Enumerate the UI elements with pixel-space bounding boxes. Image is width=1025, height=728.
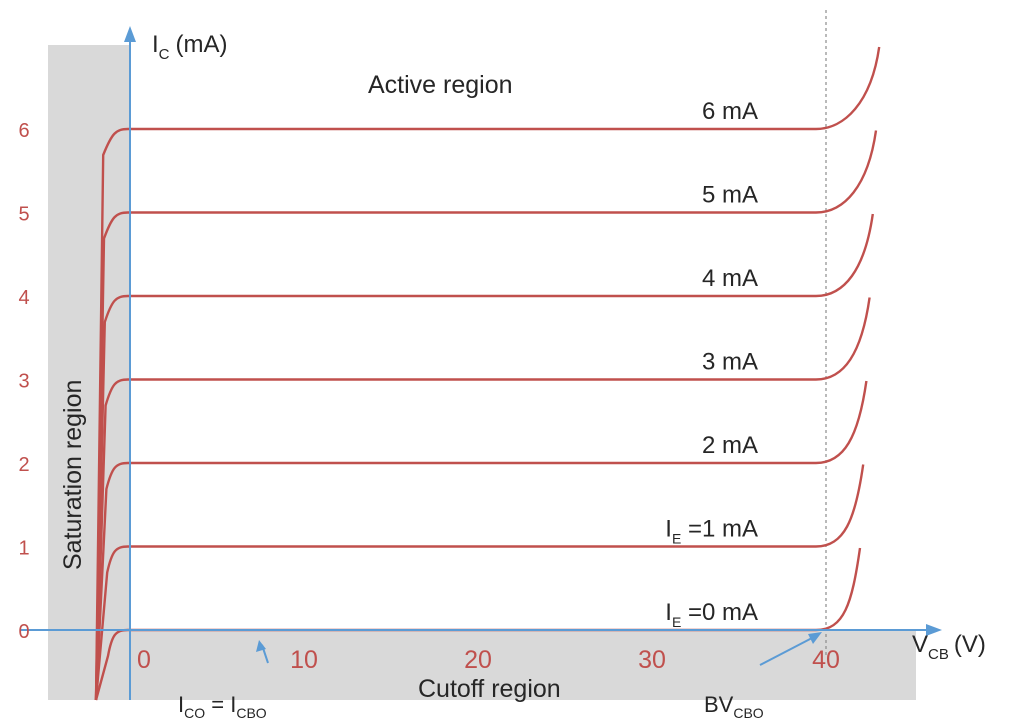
x-tick-30: 30 (638, 646, 666, 674)
series-label-6: 6 mA (702, 98, 758, 125)
curve-ie-3 (94, 297, 871, 701)
series-label-1: IE =1 mA (665, 516, 758, 547)
x-tick-20: 20 (464, 646, 492, 674)
x-tick-10: 10 (290, 646, 318, 674)
x-axis-arrow (926, 624, 942, 636)
series-label-2: 2 mA (702, 432, 758, 459)
bvcbo-arrow (759, 637, 813, 666)
saturation-region (48, 45, 130, 700)
curve-ie-5 (94, 130, 878, 701)
y-tick-0: 0 (18, 621, 29, 643)
curve-ie-4 (94, 213, 874, 701)
bvcbo-label: BVCBO (704, 692, 764, 721)
series-labels: IE =0 mA IE =1 mA 2 mA 3 mA 4 mA 5 mA 6 mA (665, 98, 758, 630)
curves (94, 46, 881, 701)
curve-ie-2 (94, 380, 868, 701)
y-axis-label: IC (mA) (152, 31, 228, 63)
y-tick-6: 6 (18, 120, 29, 142)
x-tick-0: 0 (137, 646, 151, 674)
x-tick-labels: 0 10 20 30 40 (137, 646, 840, 674)
x-axis-label: VCB (V) (912, 631, 986, 663)
y-axis-arrow (124, 26, 136, 42)
y-tick-3: 3 (18, 371, 29, 393)
curve-ie-6 (94, 46, 881, 701)
series-label-5: 5 mA (702, 182, 758, 209)
series-label-0: IE =0 mA (665, 599, 758, 630)
saturation-region-label: Saturation region (59, 380, 87, 570)
y-tick-5: 5 (18, 204, 29, 226)
ico-label: ICO = ICBO (178, 692, 267, 721)
y-tick-2: 2 (18, 454, 29, 476)
y-tick-4: 4 (18, 287, 29, 309)
active-region-label: Active region (368, 71, 513, 99)
series-label-4: 4 mA (702, 265, 758, 292)
y-tick-labels: 0 1 2 3 4 5 6 (18, 120, 29, 643)
curve-ie-1 (94, 464, 865, 701)
ico-arrow-head (256, 640, 266, 652)
x-tick-40: 40 (812, 646, 840, 674)
cutoff-region (48, 630, 916, 700)
cutoff-region-label: Cutoff region (418, 675, 561, 703)
series-label-3: 3 mA (702, 349, 758, 376)
bvcbo-arrow-head (808, 632, 822, 644)
y-tick-1: 1 (18, 538, 29, 560)
